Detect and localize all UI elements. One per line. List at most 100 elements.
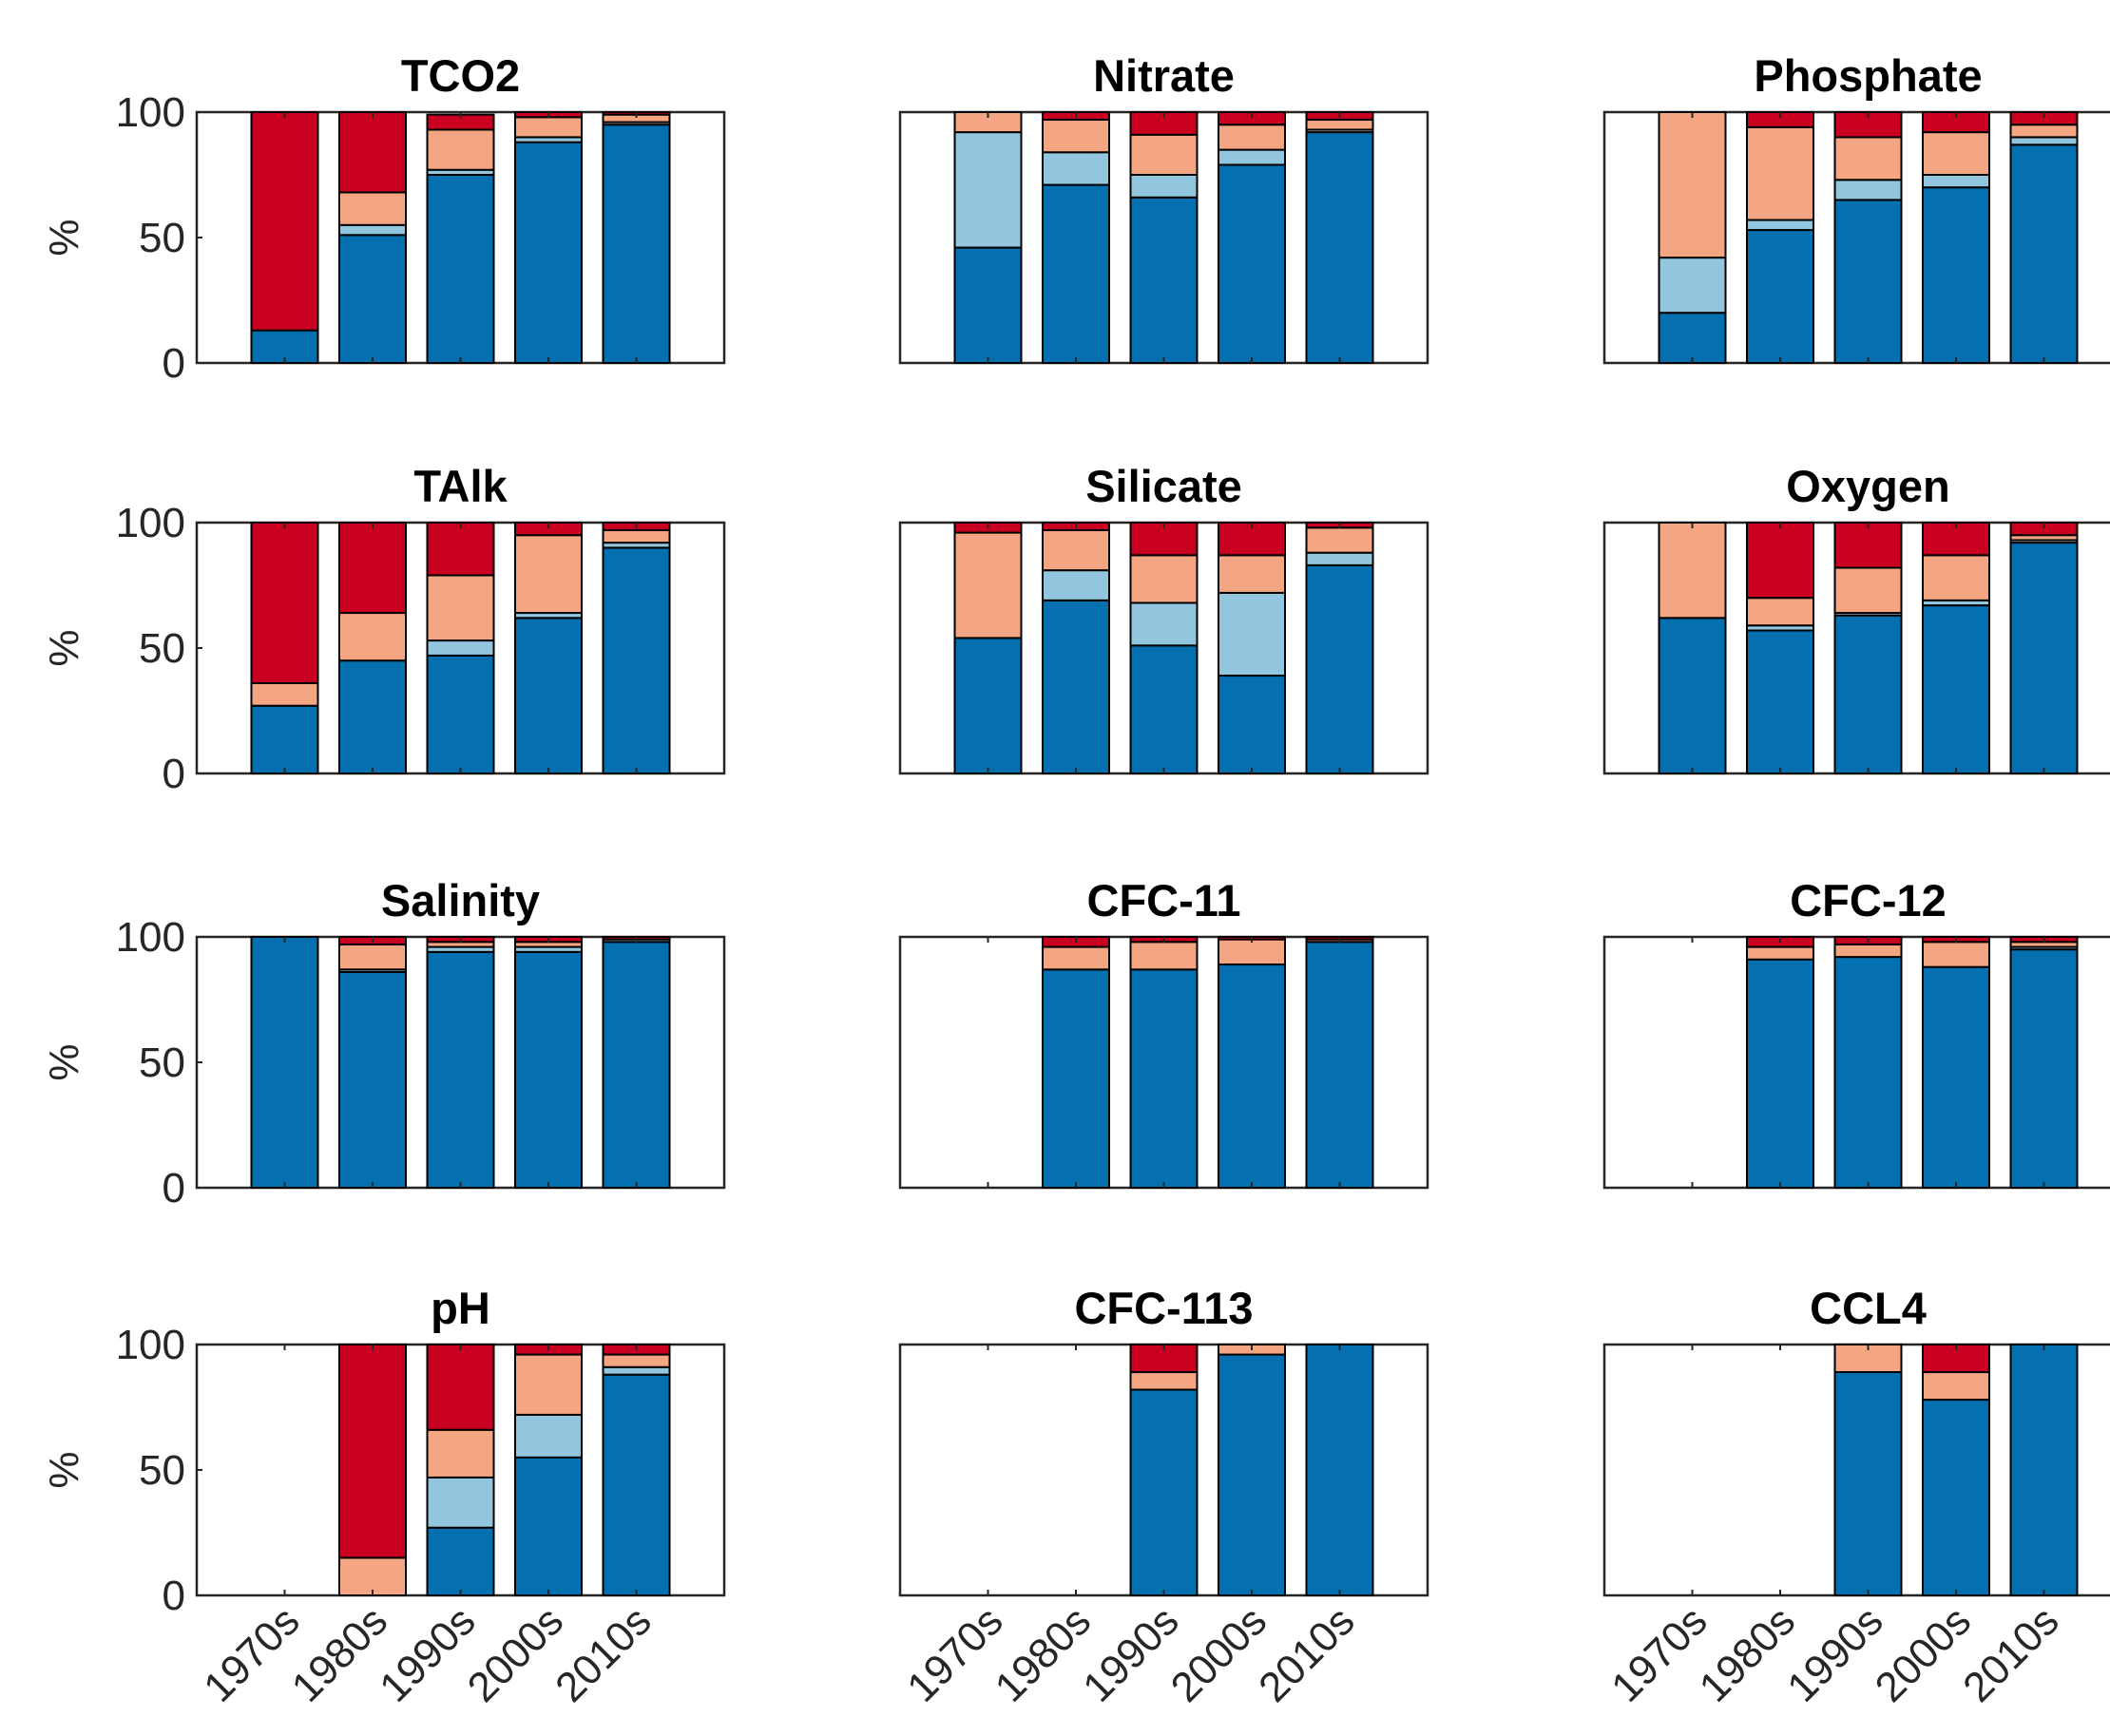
bar-1970s-salmon-segment — [250, 681, 319, 707]
bar-1970s-salmon-segment — [1658, 111, 1727, 259]
bar-2000s-salmon-segment — [1218, 124, 1286, 151]
x-tick-label: 1970s — [195, 1597, 308, 1710]
y-axis-label: % — [41, 219, 87, 256]
bar-2000s-blue-segment — [514, 141, 583, 364]
panel-title: pH — [431, 1283, 490, 1333]
bar-1980s-salmon-segment — [1746, 597, 1814, 627]
bar-1980s-blue-segment — [1042, 968, 1110, 1189]
y-tick-label: 50 — [139, 1040, 185, 1086]
bar-2000s-blue-segment — [514, 950, 583, 1190]
x-tick-label: 2010s — [1250, 1597, 1363, 1710]
panel-title: Nitrate — [1093, 50, 1235, 101]
bar-2000s-lightblue-segment — [1922, 174, 1990, 189]
bar-1980s-lightblue-segment — [1042, 569, 1110, 601]
bar-2010s-salmon-segment — [2009, 124, 2079, 139]
bar-2000s-salmon-segment — [514, 534, 583, 615]
panel-title: CCL4 — [1810, 1283, 1927, 1333]
bar-1970s-salmon-segment — [1658, 522, 1727, 620]
panel-title: Oxygen — [1786, 461, 1949, 511]
bar-2000s-blue-segment — [1218, 963, 1286, 1189]
bar-1980s-lightblue-segment — [1042, 151, 1110, 186]
bar-2000s-lightblue-segment — [514, 1413, 583, 1459]
bar-1980s-salmon-segment — [1042, 118, 1110, 154]
bar-2010s-lightblue-segment — [602, 1365, 671, 1376]
bar-2010s-salmon-segment — [1305, 526, 1374, 554]
bar-1980s-red-segment — [338, 1344, 407, 1559]
bar-1990s-blue-segment — [426, 1526, 495, 1596]
bar-1990s-lightblue-segment — [426, 639, 495, 657]
bar-1980s-red-segment — [338, 111, 407, 194]
y-tick-label: 100 — [116, 89, 185, 136]
panel-title: Salinity — [381, 875, 540, 925]
bar-2010s-salmon-segment — [1305, 118, 1374, 131]
bar-2000s-blue-segment — [1218, 163, 1286, 364]
bar-2000s-lightblue-segment — [1218, 591, 1286, 677]
bar-1990s-blue-segment — [1833, 1371, 1903, 1597]
bar-1990s-salmon-segment — [1129, 1371, 1199, 1391]
bar-2000s-blue-segment — [1922, 1399, 1990, 1596]
bar-1990s-lightblue-segment — [1833, 179, 1903, 201]
bar-1970s-blue-segment — [1658, 617, 1727, 774]
bar-1980s-salmon-segment — [1042, 528, 1110, 572]
bar-1980s-blue-segment — [338, 970, 407, 1190]
x-tick-label: 1990s — [1778, 1597, 1891, 1710]
y-axis-label: % — [41, 1451, 87, 1488]
bar-2010s-blue-segment — [602, 124, 671, 364]
x-tick-label: 1980s — [283, 1597, 396, 1710]
bar-2000s-salmon-segment — [1218, 554, 1286, 594]
y-tick-label: 0 — [163, 340, 185, 387]
bar-1980s-blue-segment — [1746, 229, 1814, 364]
y-tick-label: 100 — [116, 914, 185, 961]
bar-2010s-blue-segment — [602, 546, 671, 775]
panel-title: CFC-12 — [1790, 875, 1947, 925]
bar-1990s-blue-segment — [1129, 1388, 1199, 1597]
bar-1980s-red-segment — [338, 522, 407, 615]
bar-1990s-salmon-segment — [426, 574, 495, 642]
bar-2000s-salmon-segment — [1922, 941, 1990, 968]
y-tick-label: 0 — [163, 751, 185, 797]
bar-2000s-blue-segment — [1218, 675, 1286, 774]
bar-1990s-blue-segment — [1129, 968, 1199, 1189]
bar-2010s-blue-segment — [1305, 941, 1374, 1190]
bar-2010s-blue-segment — [1305, 563, 1374, 774]
bar-1970s-red-segment — [250, 522, 319, 684]
bar-1970s-lightblue-segment — [953, 131, 1023, 249]
panel-title: Silicate — [1085, 461, 1242, 511]
x-tick-label: 2000s — [459, 1597, 572, 1710]
bar-1980s-salmon-segment — [338, 612, 407, 662]
y-tick-label: 0 — [163, 1165, 185, 1211]
bar-1980s-salmon-segment — [338, 191, 407, 226]
bar-1990s-lightblue-segment — [1129, 601, 1199, 647]
x-tick-label: 2000s — [1162, 1597, 1276, 1710]
bar-2000s-salmon-segment — [1922, 554, 1990, 601]
panel-tco2: TCO2 0 50 100% — [41, 50, 726, 387]
bar-1990s-salmon-segment — [1129, 554, 1199, 604]
bar-1990s-salmon-segment — [426, 128, 495, 171]
bar-1990s-red-segment — [1833, 522, 1903, 569]
bar-2010s-blue-segment — [602, 941, 671, 1190]
bar-1990s-salmon-segment — [426, 1428, 495, 1478]
bar-1980s-lightblue-segment — [1746, 219, 1814, 232]
x-tick-label: 1990s — [1074, 1597, 1187, 1710]
bar-2000s-salmon-segment — [514, 116, 583, 139]
panel-nitrate: Nitrate — [898, 50, 1429, 365]
bar-1980s-blue-segment — [1042, 183, 1110, 364]
bar-1990s-blue-segment — [426, 950, 495, 1190]
y-tick-label: 100 — [116, 500, 185, 546]
x-tick-label: 1980s — [1691, 1597, 1804, 1710]
y-axis-label: % — [41, 629, 87, 666]
bar-2010s-blue-segment — [2009, 542, 2079, 774]
y-tick-label: 50 — [139, 215, 185, 261]
panel-silicate: Silicate — [898, 461, 1429, 775]
bar-1990s-salmon-segment — [1129, 133, 1199, 176]
bar-2000s-salmon-segment — [1922, 1371, 1990, 1402]
bar-2000s-blue-segment — [1922, 965, 1990, 1189]
bar-1980s-blue-segment — [338, 234, 407, 364]
bar-1970s-salmon-segment — [953, 531, 1023, 639]
bar-2000s-blue-segment — [1922, 186, 1990, 364]
panel-title: CFC-113 — [1074, 1283, 1253, 1333]
bar-1970s-blue-segment — [250, 704, 319, 774]
bar-1990s-blue-segment — [426, 174, 495, 364]
